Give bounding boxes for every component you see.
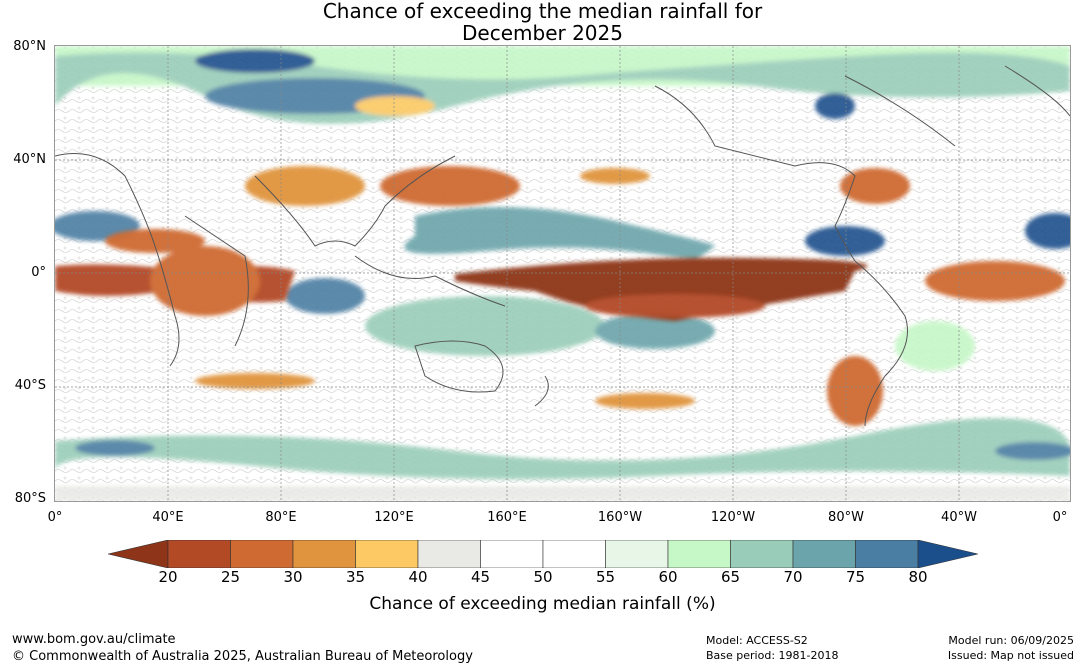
footer-copyright: © Commonwealth of Australia 2025, Austra… (12, 649, 473, 664)
footer-model: Model: ACCESS-S2 (706, 634, 808, 647)
colorbar (108, 540, 978, 568)
graticule (55, 46, 1070, 501)
lon-label-0-end: 0° (1052, 510, 1068, 525)
colorbar-swatch (730, 540, 794, 568)
footer-left: www.bom.gov.au/climate © Commonwealth of… (12, 631, 473, 665)
colorbar-tick-label: 60 (658, 568, 678, 586)
colorbar-swatch (792, 540, 856, 568)
colorbar-tick-label: 35 (345, 568, 366, 586)
colorbar-swatch (667, 540, 731, 568)
colorbar-tick-label: 25 (220, 568, 241, 586)
colorbar-tick-label: 45 (470, 568, 491, 586)
colorbar-swatch (480, 540, 544, 568)
lon-label-80e: 80°E (265, 510, 297, 525)
colorbar-title: Chance of exceeding median rainfall (%) (369, 594, 716, 614)
colorbar-swatch (542, 540, 606, 568)
lat-label-80s: 80°S (14, 491, 46, 506)
footer-model-info: Model: ACCESS-S2 Base period: 1981-2018 (706, 633, 838, 663)
lat-label-40s: 40°S (14, 378, 46, 393)
colorbar-tick-label: 55 (595, 568, 616, 586)
title-line-2: December 2025 (462, 21, 623, 45)
lat-label-40n: 40°N (13, 152, 46, 167)
colorbar-swatch (167, 540, 231, 568)
colorbar-arrow-low (108, 540, 169, 568)
footer-issued: Issued: Map not issued (947, 649, 1074, 662)
colorbar-tick-label: 40 (408, 568, 428, 586)
colorbar-swatch (855, 540, 919, 568)
colorbar-swatch (355, 540, 419, 568)
colorbar-tick-label: 65 (720, 568, 741, 586)
colorbar-swatch (230, 540, 294, 568)
colorbar-swatch (605, 540, 669, 568)
title-line-1: Chance of exceeding the median rainfall … (322, 0, 763, 23)
lon-label-80w: 80°W (828, 510, 864, 525)
rainfall-map (54, 45, 1071, 502)
lat-label-80n: 80°N (13, 39, 46, 54)
lon-label-120w: 120°W (710, 510, 756, 525)
colorbar-tick-label: 20 (158, 568, 178, 586)
lon-label-160w: 160°W (597, 510, 643, 525)
footer-base-period: Base period: 1981-2018 (706, 649, 839, 662)
lon-label-40w: 40°W (941, 510, 977, 525)
colorbar-swatch (292, 540, 356, 568)
colorbar-tick-label: 30 (283, 568, 303, 586)
map-title: Chance of exceeding the median rainfall … (0, 0, 1085, 44)
colorbar-swatch (417, 540, 481, 568)
coastlines (55, 65, 1070, 427)
colorbar-tick-label: 80 (908, 568, 928, 586)
footer-url: www.bom.gov.au/climate (12, 632, 176, 647)
lon-label-40e: 40°E (152, 510, 184, 525)
lon-label-120e: 120°E (374, 510, 414, 525)
lon-label-0: 0° (47, 510, 63, 525)
colorbar-tick-label: 75 (845, 568, 866, 586)
colorbar-arrow-high (917, 540, 978, 568)
colorbar-tick-label: 50 (533, 568, 553, 586)
lat-label-eq: 0° (31, 265, 46, 280)
colorbar-tick-label: 70 (783, 568, 803, 586)
footer-model-run: Model run: 06/09/2025 (948, 634, 1074, 647)
lon-label-160e: 160°E (487, 510, 527, 525)
footer-run-info: Model run: 06/09/2025 Issued: Map not is… (948, 633, 1074, 663)
